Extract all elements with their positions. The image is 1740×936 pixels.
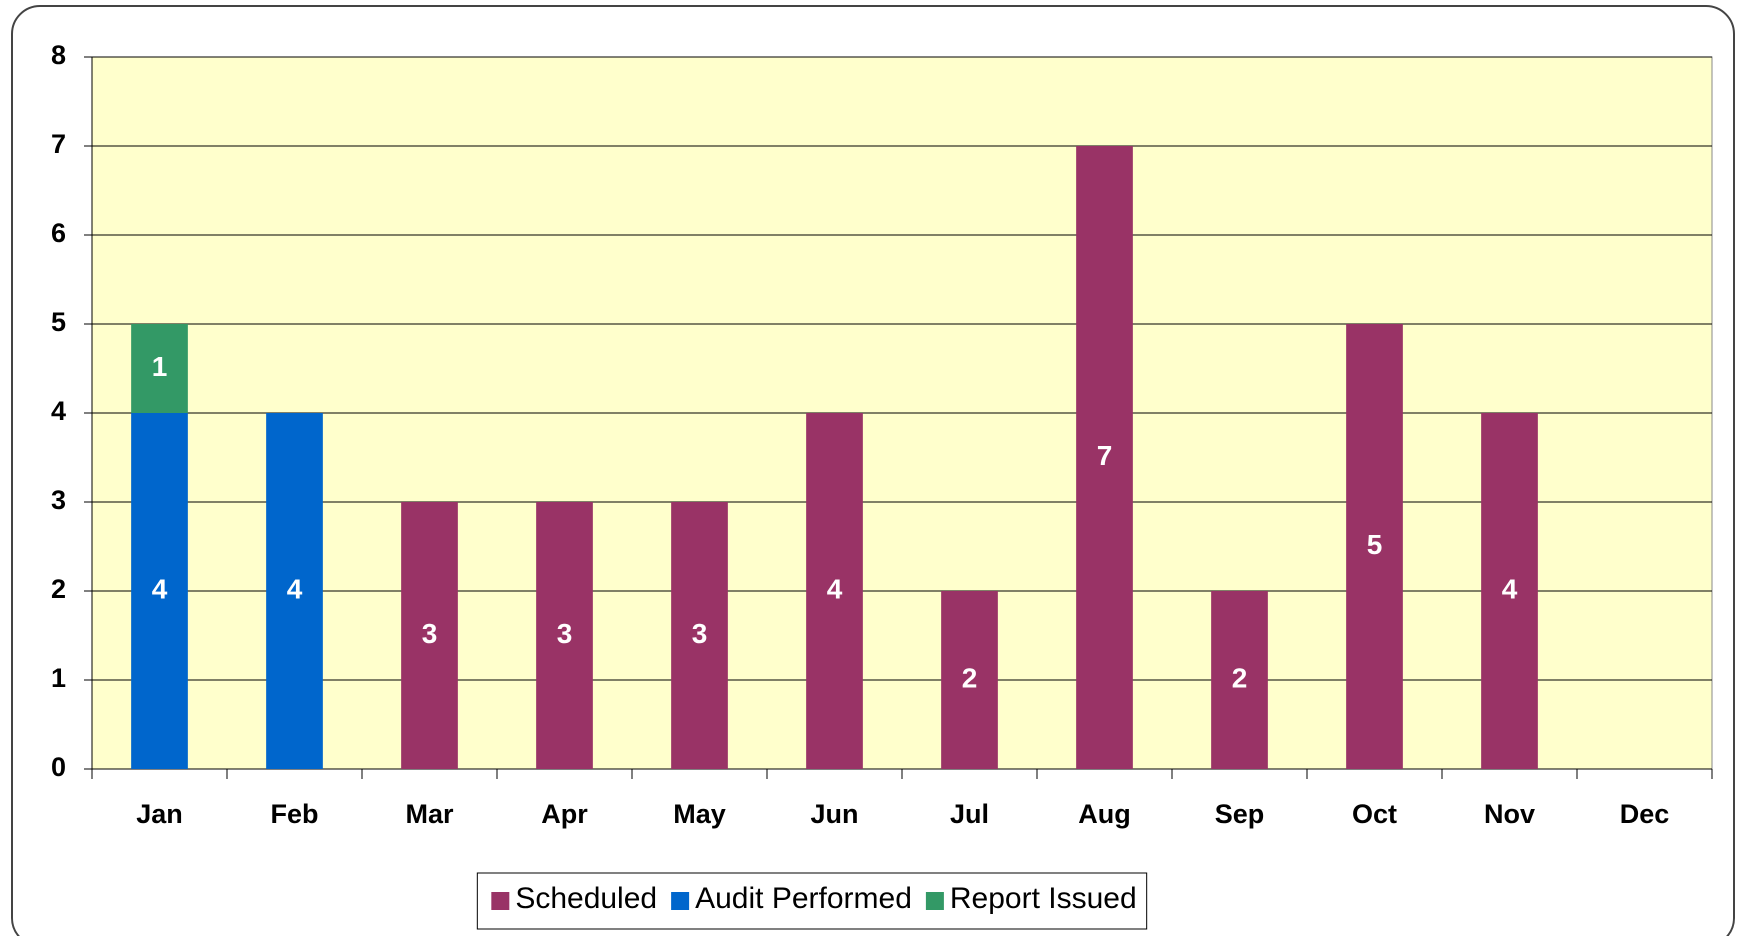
data-label: 4 (1502, 573, 1518, 604)
x-tick-label: Jul (950, 799, 989, 829)
legend (476, 872, 1148, 930)
bar-segment (941, 591, 998, 769)
legend-swatch (671, 892, 690, 910)
x-tick-label: May (673, 799, 726, 829)
y-tick-label: 6 (51, 218, 66, 248)
data-label: 5 (1367, 529, 1383, 560)
x-tick-label: Nov (1484, 799, 1535, 829)
data-label: 3 (422, 618, 438, 649)
y-tick-label: 0 (51, 752, 66, 782)
data-label: 3 (692, 618, 708, 649)
x-tick-label: Aug (1078, 799, 1130, 829)
data-label: 4 (827, 573, 843, 604)
legend-label: Audit Performed (695, 882, 912, 915)
data-label: 2 (1232, 662, 1248, 693)
bar-segment (1211, 591, 1268, 769)
x-tick-label: Apr (541, 799, 588, 829)
y-tick-label: 7 (51, 129, 66, 159)
bar-segment (266, 413, 323, 769)
x-tick-label: Mar (405, 799, 454, 829)
x-tick-label: Dec (1620, 799, 1670, 829)
data-label: 4 (152, 573, 168, 604)
x-tick-label: Jan (136, 799, 183, 829)
bar-segment (1346, 324, 1403, 769)
bar-segment (671, 502, 728, 769)
legend-swatch (491, 892, 510, 910)
bar-segment (1076, 146, 1133, 769)
bar-segment (806, 413, 863, 769)
x-tick-label: Jun (810, 799, 858, 829)
bar-segment (131, 324, 188, 413)
y-tick-label: 2 (51, 574, 66, 604)
data-label: 4 (287, 573, 303, 604)
y-tick-label: 8 (51, 40, 66, 70)
y-tick-label: 1 (51, 663, 66, 693)
x-tick-label: Sep (1215, 799, 1265, 829)
data-label: 1 (152, 351, 168, 382)
legend-label: Scheduled (515, 882, 657, 915)
bar-segment (536, 502, 593, 769)
bar-segment (131, 413, 188, 769)
y-tick-label: 5 (51, 307, 66, 337)
x-tick-label: Oct (1352, 799, 1397, 829)
y-tick-label: 4 (51, 396, 66, 426)
x-tick-label: Feb (270, 799, 318, 829)
data-label: 3 (557, 618, 573, 649)
bar-segment (1481, 413, 1538, 769)
bar-segment (401, 502, 458, 769)
y-tick-label: 3 (51, 485, 66, 515)
legend-swatch (925, 892, 944, 910)
legend-label: Report Issued (950, 882, 1137, 915)
data-label: 7 (1097, 440, 1113, 471)
data-label: 2 (962, 662, 978, 693)
